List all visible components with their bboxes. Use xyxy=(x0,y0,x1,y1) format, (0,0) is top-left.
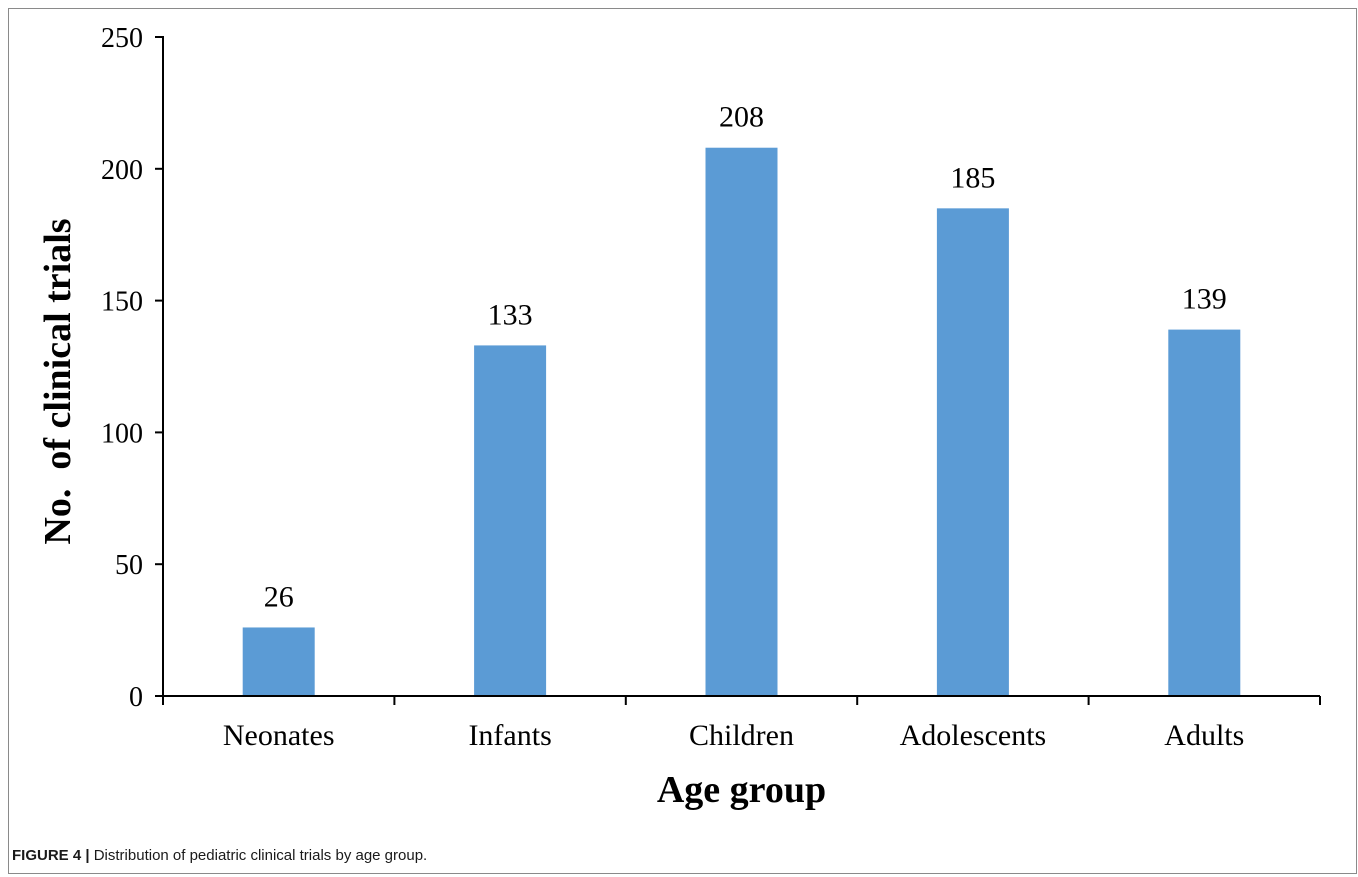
x-tick-label-adolescents: Adolescents xyxy=(900,719,1047,752)
x-tick-label-neonates: Neonates xyxy=(223,719,335,752)
data-label-infants: 133 xyxy=(488,298,533,331)
caption-text: Distribution of pediatric clinical trial… xyxy=(93,847,428,864)
figure-caption: FIGURE 4 | Distribution of pediatric cli… xyxy=(12,847,427,864)
bars xyxy=(242,147,1241,696)
y-tick-label: 100 xyxy=(101,418,143,449)
figure-frame xyxy=(8,8,1357,874)
bar-children xyxy=(705,147,778,696)
data-labels: 26 133 208 185 139 xyxy=(264,101,1227,614)
data-label-adolescents: 185 xyxy=(950,161,995,194)
x-axis-ticks: Neonates Infants Children Adolescents Adults xyxy=(162,696,1321,752)
y-axis-title: No. of clinical trials xyxy=(37,218,79,544)
data-label-children: 208 xyxy=(719,101,764,134)
bar-adults xyxy=(1168,329,1241,696)
y-tick-label: 200 xyxy=(101,155,143,186)
bar-infants xyxy=(474,345,547,696)
x-axis-title: Age group xyxy=(657,769,826,811)
bar-neonates xyxy=(242,627,315,696)
y-tick-label: 0 xyxy=(129,682,143,713)
x-tick-label-adults: Adults xyxy=(1164,719,1244,752)
x-tick-label-children: Children xyxy=(689,719,794,752)
figure-label: FIGURE 4 | xyxy=(12,847,90,864)
bar-adolescents xyxy=(936,208,1009,696)
y-axis-ticks: 0 50 100 150 200 250 xyxy=(101,23,163,713)
data-label-adults: 139 xyxy=(1182,283,1227,316)
data-label-neonates: 26 xyxy=(264,580,294,613)
x-tick-label-infants: Infants xyxy=(468,719,551,752)
y-tick-label: 150 xyxy=(101,287,143,318)
y-tick-label: 250 xyxy=(101,23,143,54)
y-tick-label: 50 xyxy=(115,550,143,581)
